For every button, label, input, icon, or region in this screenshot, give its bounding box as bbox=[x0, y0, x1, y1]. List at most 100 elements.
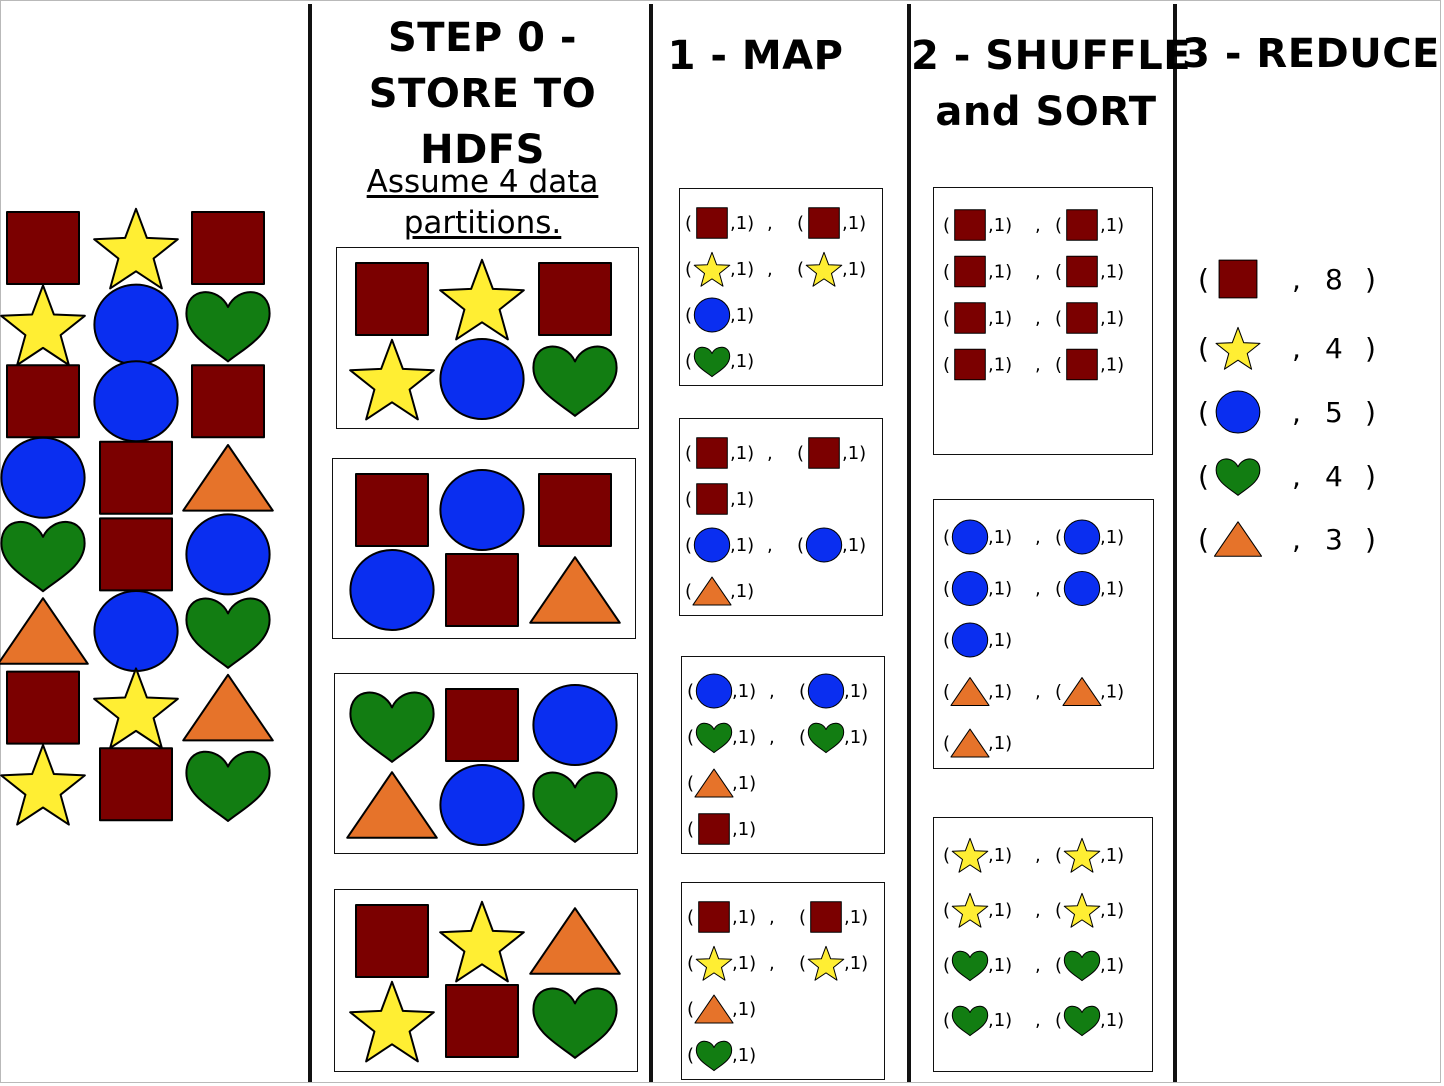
square-icon bbox=[954, 348, 986, 381]
pair-open-paren: ( bbox=[797, 443, 804, 464]
circle-icon bbox=[805, 527, 843, 563]
column-divider bbox=[1173, 4, 1177, 1082]
circle-icon bbox=[0, 436, 86, 519]
reduce-open-paren: ( bbox=[1198, 460, 1209, 493]
pair-open-paren: ( bbox=[943, 308, 950, 329]
pair-open-paren: ( bbox=[685, 489, 692, 510]
square-icon bbox=[355, 904, 429, 978]
pair-open-paren: ( bbox=[685, 581, 692, 602]
star-icon bbox=[1063, 892, 1101, 928]
square-icon bbox=[696, 437, 728, 469]
reduce-open-paren: ( bbox=[1198, 523, 1209, 556]
triangle-icon bbox=[694, 768, 734, 798]
pair-open-paren: ( bbox=[943, 262, 950, 283]
reduce-close-paren: ) bbox=[1365, 332, 1376, 365]
title-line: and SORT bbox=[935, 89, 1157, 135]
star-icon bbox=[93, 207, 179, 290]
pair-open-paren: ( bbox=[685, 259, 692, 280]
square-icon bbox=[954, 302, 986, 334]
heart-icon bbox=[532, 345, 618, 417]
reduce-count: 3 bbox=[1325, 523, 1343, 556]
triangle-icon bbox=[346, 771, 438, 839]
heart-icon bbox=[951, 1005, 989, 1037]
heart-icon bbox=[185, 750, 271, 822]
pair-open-paren: ( bbox=[943, 355, 950, 376]
pair-open-paren: ( bbox=[687, 1045, 694, 1066]
reduce-close-paren: ) bbox=[1365, 396, 1376, 429]
circle-icon bbox=[1063, 519, 1101, 555]
shuffle-pair-count: ,1) bbox=[988, 579, 1012, 600]
map-pair-count: ,1) bbox=[732, 1045, 756, 1066]
heart-icon bbox=[693, 346, 731, 378]
shuffle-pair-count: ,1) bbox=[1100, 1010, 1124, 1031]
star-icon bbox=[807, 945, 845, 981]
pair-open-paren: ( bbox=[1055, 845, 1062, 866]
title-line: 1 - MAP bbox=[667, 33, 844, 79]
shuffle-pair-count: ,1) bbox=[988, 308, 1012, 329]
square-icon bbox=[1066, 302, 1098, 334]
map-pair-count: ,1) bbox=[732, 773, 756, 794]
shuffle-pair-count: ,1) bbox=[1100, 579, 1124, 600]
pair-open-paren: ( bbox=[687, 773, 694, 794]
heart-icon bbox=[532, 987, 618, 1059]
heart-icon bbox=[349, 691, 435, 763]
map-pair-count: ,1) bbox=[730, 351, 754, 372]
heart-icon bbox=[1063, 950, 1101, 982]
pair-separator: , bbox=[1035, 900, 1041, 921]
map-pair-count: ,1) bbox=[732, 681, 756, 702]
star-icon bbox=[439, 900, 525, 983]
shuffle-pair-count: ,1) bbox=[1100, 527, 1124, 548]
pair-separator: , bbox=[1035, 845, 1041, 866]
shuffle-pair-count: ,1) bbox=[1100, 955, 1124, 976]
circle-icon bbox=[93, 360, 179, 443]
shuffle-pair-count: ,1) bbox=[1100, 845, 1124, 866]
shuffle-pair-count: ,1) bbox=[1100, 308, 1124, 329]
pair-separator: , bbox=[767, 535, 773, 556]
square-icon bbox=[191, 211, 265, 285]
pair-separator: , bbox=[767, 443, 773, 464]
pair-separator: , bbox=[769, 681, 775, 702]
pair-separator: , bbox=[1035, 262, 1041, 283]
circle-icon bbox=[695, 673, 733, 709]
heart-icon bbox=[0, 521, 86, 593]
pair-separator: , bbox=[1035, 682, 1041, 703]
reduce-step-title: 3 - REDUCE bbox=[1180, 26, 1442, 82]
pair-open-paren: ( bbox=[797, 535, 804, 556]
shuffle-pair-count: ,1) bbox=[988, 527, 1012, 548]
pair-open-paren: ( bbox=[799, 953, 806, 974]
pair-open-paren: ( bbox=[943, 1010, 950, 1031]
square-icon bbox=[6, 670, 80, 745]
map-pair-count: ,1) bbox=[730, 581, 754, 602]
circle-icon bbox=[1215, 390, 1261, 434]
triangle-icon bbox=[1062, 677, 1102, 706]
heart-icon bbox=[1215, 458, 1261, 496]
map-pair-count: ,1) bbox=[730, 305, 754, 326]
map-pair-count: ,1) bbox=[730, 443, 754, 464]
pair-open-paren: ( bbox=[1055, 1010, 1062, 1031]
heart-icon bbox=[185, 291, 271, 363]
shuffle-pair-count: ,1) bbox=[988, 355, 1012, 376]
shuffle-pair-count: ,1) bbox=[1100, 215, 1124, 236]
pair-open-paren: ( bbox=[685, 213, 692, 234]
pair-open-paren: ( bbox=[1055, 527, 1062, 548]
map-pair-count: ,1) bbox=[732, 819, 756, 840]
pair-open-paren: ( bbox=[799, 681, 806, 702]
pair-open-paren: ( bbox=[943, 682, 950, 703]
star-icon bbox=[439, 258, 525, 341]
square-icon bbox=[445, 553, 519, 627]
title-line: STEP 0 - bbox=[387, 15, 578, 61]
square-icon bbox=[445, 984, 519, 1058]
circle-icon bbox=[951, 519, 989, 555]
circle-icon bbox=[93, 283, 179, 366]
pair-open-paren: ( bbox=[1055, 308, 1062, 329]
pair-open-paren: ( bbox=[685, 351, 692, 372]
circle-icon bbox=[693, 527, 731, 563]
shuffle-pair-count: ,1) bbox=[1100, 682, 1124, 703]
map-pair-count: ,1) bbox=[842, 443, 866, 464]
circle-icon bbox=[532, 684, 618, 766]
triangle-icon bbox=[1213, 521, 1263, 557]
map-step-title: 1 - MAP bbox=[654, 28, 857, 84]
square-icon bbox=[355, 473, 429, 547]
reduce-close-paren: ) bbox=[1365, 523, 1376, 556]
shuffle-pair-count: ,1) bbox=[1100, 900, 1124, 921]
